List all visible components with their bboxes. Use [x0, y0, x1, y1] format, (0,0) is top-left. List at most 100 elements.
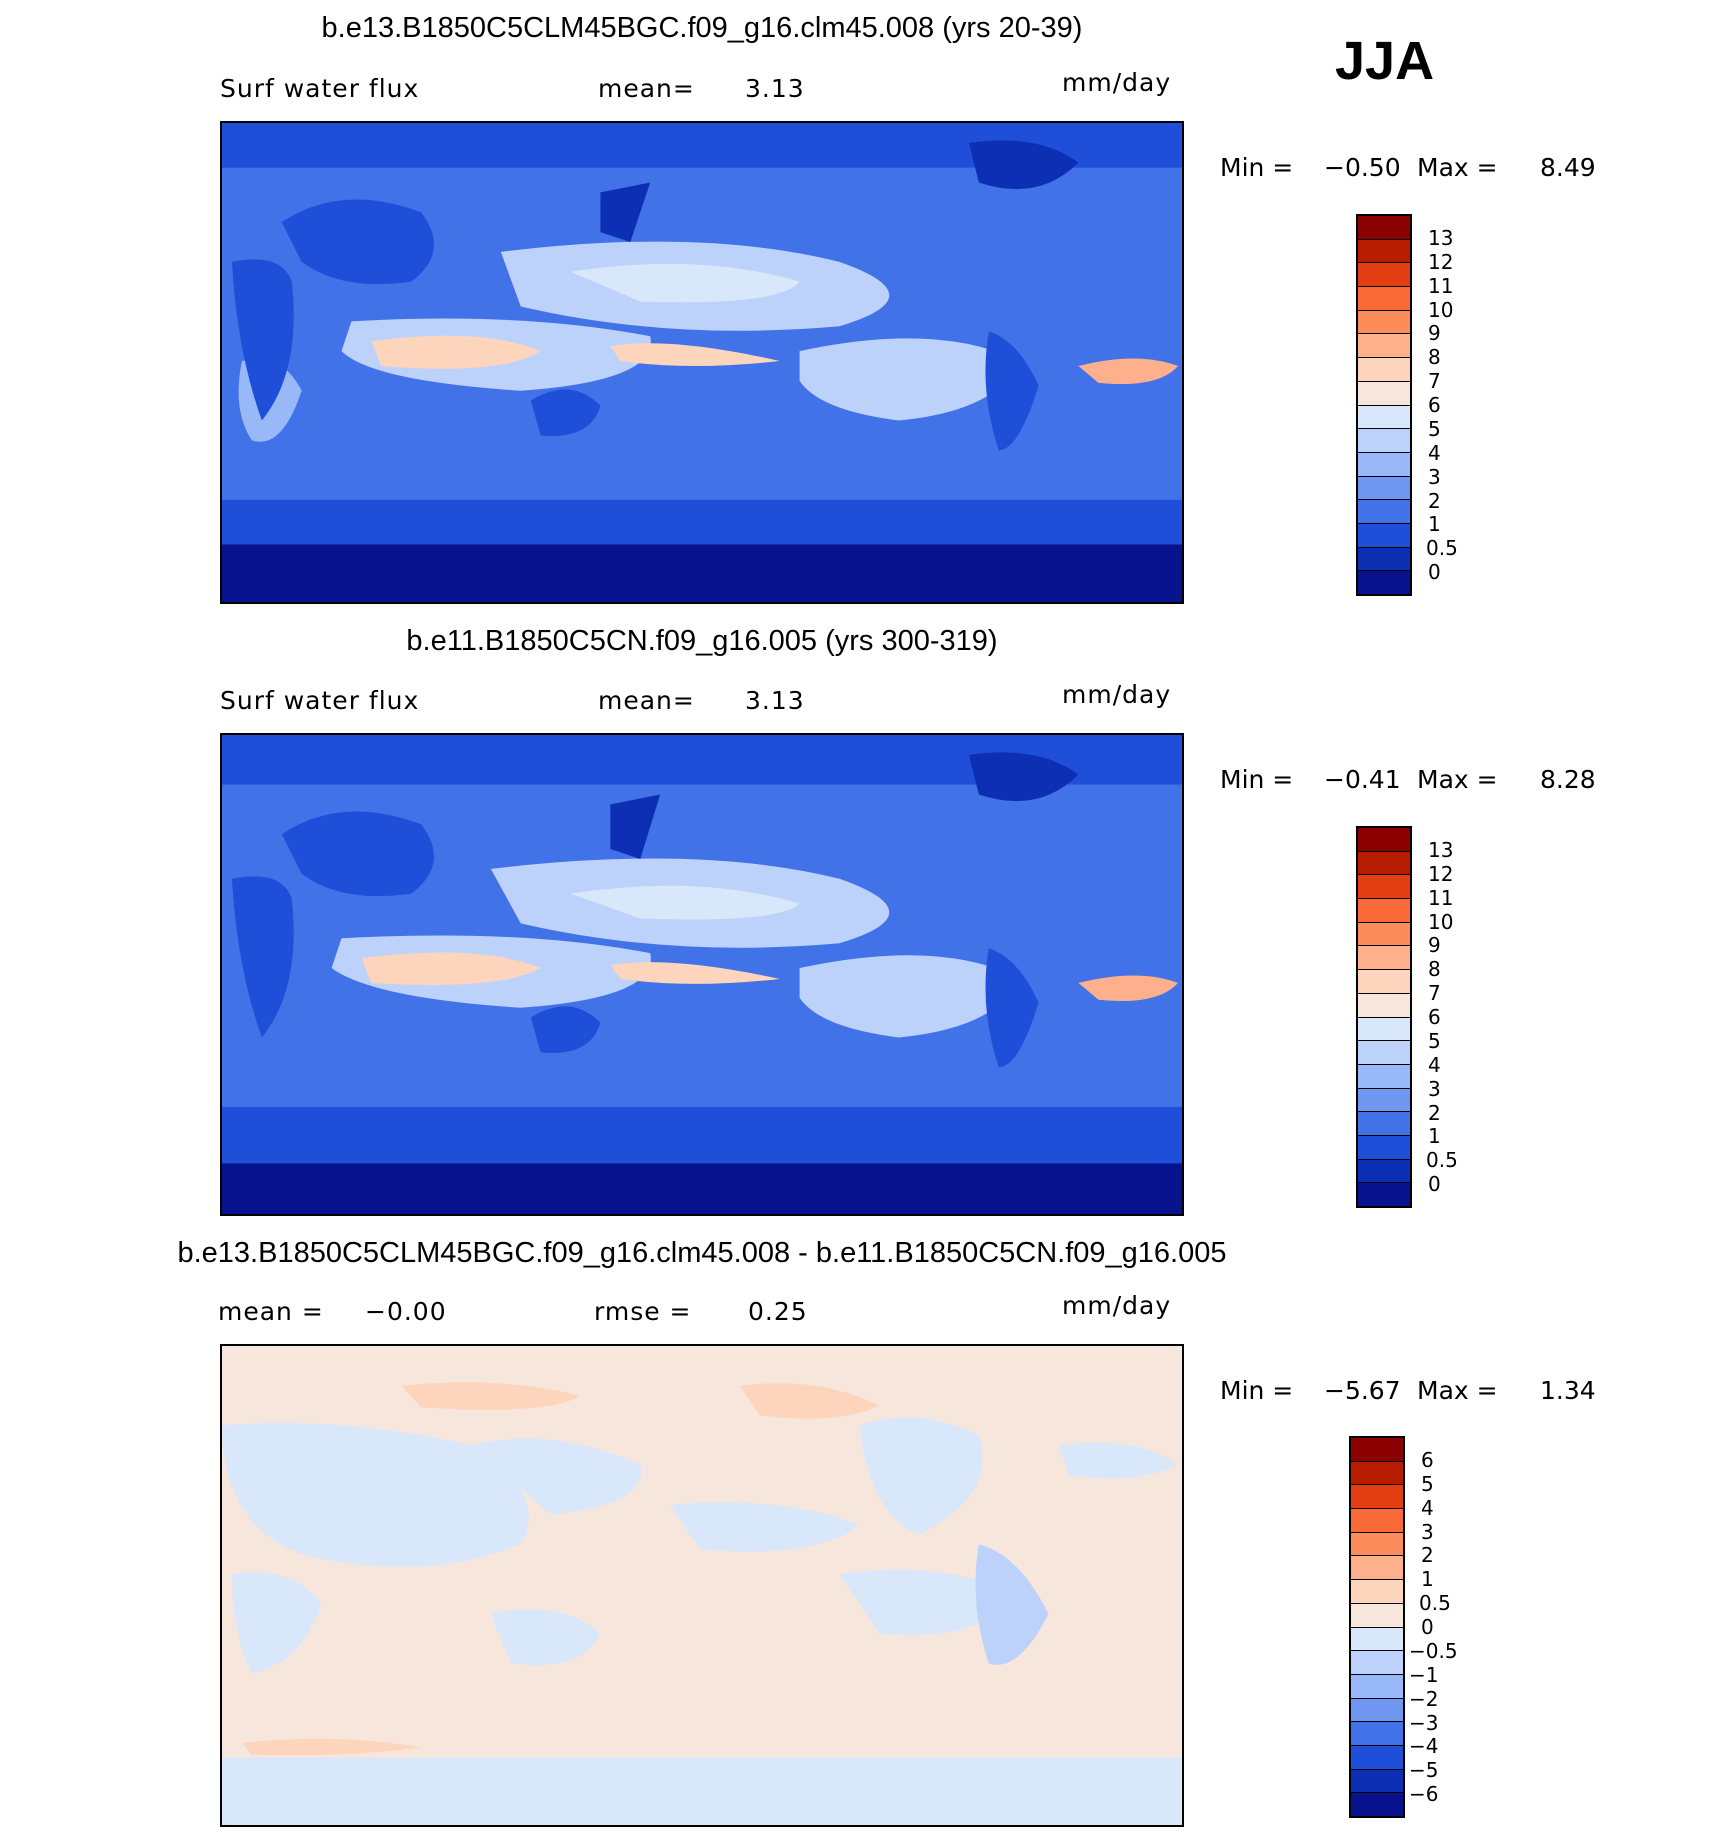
- colorbar-level-label: −5: [1409, 1758, 1439, 1783]
- panel3-max-label: Max =: [1417, 1376, 1498, 1405]
- colorbar-swatch: [1358, 1183, 1410, 1206]
- colorbar-swatch: [1358, 287, 1410, 311]
- colorbar-swatch: [1358, 1112, 1410, 1136]
- panel2-variable: Surf water flux: [220, 686, 420, 715]
- colorbar-swatch: [1358, 216, 1410, 240]
- colorbar-level-label: 3: [1428, 1076, 1441, 1101]
- colorbar-level-label: 0.5: [1426, 1148, 1458, 1173]
- panel2-min-value: −0.41: [1324, 765, 1401, 794]
- colorbar-swatch: [1351, 1769, 1403, 1794]
- colorbar-swatch: [1351, 1438, 1403, 1462]
- panel2-max-label: Max =: [1417, 765, 1498, 794]
- colorbar-swatch: [1358, 452, 1410, 477]
- colorbar-swatch: [1358, 263, 1410, 288]
- colorbar-swatch: [1358, 970, 1410, 994]
- colorbar-swatch: [1358, 875, 1410, 900]
- colorbar-level-label: 10: [1428, 297, 1454, 322]
- panel3-units: mm/day: [1062, 1291, 1172, 1320]
- colorbar-level-label: 5: [1428, 416, 1441, 441]
- colorbar-level-label: 0.5: [1426, 536, 1458, 561]
- colorbar-swatch: [1351, 1793, 1403, 1816]
- colorbar-level-label: 1: [1428, 1124, 1441, 1149]
- colorbar-swatch: [1358, 358, 1410, 382]
- colorbar-level-label: 0: [1428, 1172, 1441, 1197]
- colorbar-swatch: [1351, 1532, 1403, 1557]
- colorbar-level-label: 12: [1428, 249, 1454, 274]
- colorbar-level-label: 5: [1428, 1028, 1441, 1053]
- colorbar-swatch: [1358, 547, 1410, 572]
- colorbar-swatch: [1351, 1745, 1403, 1770]
- colorbar-swatch: [1358, 1135, 1410, 1160]
- colorbar-swatch: [1358, 476, 1410, 501]
- colorbar-swatch: [1351, 1674, 1403, 1699]
- panel2-max-value: 8.28: [1540, 765, 1596, 794]
- season-label: JJA: [1335, 31, 1435, 91]
- panel1-mean-label: mean=: [598, 74, 695, 103]
- colorbar-level-label: 1: [1428, 512, 1441, 537]
- colorbar-level-label: 10: [1428, 909, 1454, 934]
- panel3-map: [220, 1344, 1184, 1827]
- panel3-title: b.e13.B1850C5CLM45BGC.f09_g16.clm45.008 …: [177, 1237, 1227, 1269]
- colorbar-level-label: −6: [1409, 1782, 1439, 1807]
- colorbar-level-label: 6: [1428, 1005, 1441, 1029]
- panel2-mean-label: mean=: [598, 686, 695, 715]
- colorbar-level-label: 2: [1428, 1100, 1441, 1125]
- colorbar-level-label: 11: [1428, 885, 1454, 910]
- colorbar-swatch: [1358, 828, 1410, 852]
- colorbar-swatch: [1358, 993, 1410, 1018]
- panel1-mean-value: 3.13: [745, 74, 805, 103]
- colorbar-swatch: [1358, 523, 1410, 548]
- colorbar-level-label: 3: [1421, 1519, 1434, 1544]
- colorbar-swatch: [1358, 1159, 1410, 1184]
- panel2-colorbar: [1356, 826, 1412, 1208]
- panel2-mean-value: 3.13: [745, 686, 805, 715]
- colorbar-level-label: 5: [1421, 1471, 1434, 1496]
- colorbar-level-label: −2: [1409, 1686, 1439, 1711]
- panel3-mean-label: mean =: [218, 1297, 324, 1326]
- colorbar-swatch: [1358, 1064, 1410, 1089]
- colorbar-swatch: [1351, 1651, 1403, 1675]
- colorbar-swatch: [1358, 405, 1410, 430]
- colorbar-swatch: [1351, 1603, 1403, 1628]
- panel1-colorbar: [1356, 214, 1412, 596]
- colorbar-swatch: [1358, 429, 1410, 453]
- colorbar-level-label: −0.5: [1409, 1638, 1458, 1663]
- colorbar-swatch: [1358, 500, 1410, 524]
- panel1-title: b.e13.B1850C5CLM45BGC.f09_g16.clm45.008 …: [321, 12, 1083, 44]
- panel1-map: [220, 121, 1184, 604]
- colorbar-level-label: 13: [1428, 225, 1454, 250]
- panel1-max-value: 8.49: [1540, 153, 1596, 182]
- panel3-min-label: Min =: [1220, 1376, 1294, 1405]
- colorbar-swatch: [1351, 1627, 1403, 1652]
- colorbar-level-label: 11: [1428, 273, 1454, 298]
- colorbar-swatch: [1358, 1017, 1410, 1042]
- colorbar-swatch: [1358, 310, 1410, 335]
- panel1-max-label: Max =: [1417, 153, 1498, 182]
- panel1-units: mm/day: [1062, 68, 1172, 97]
- panel1-min-label: Min =: [1220, 153, 1294, 182]
- panel3-max-value: 1.34: [1540, 1376, 1596, 1405]
- colorbar-swatch: [1351, 1580, 1403, 1604]
- colorbar-level-label: 4: [1428, 1052, 1441, 1077]
- panel1-min-value: −0.50: [1324, 153, 1401, 182]
- colorbar-level-label: 6: [1428, 393, 1441, 417]
- colorbar-level-label: −1: [1409, 1662, 1439, 1687]
- panel2-title: b.e11.B1850C5CN.f09_g16.005 (yrs 300-319…: [406, 625, 998, 657]
- colorbar-level-label: 9: [1428, 933, 1441, 958]
- colorbar-swatch: [1358, 851, 1410, 876]
- panel2-map: [220, 733, 1184, 1216]
- panel3-mean-value: −0.00: [365, 1297, 447, 1326]
- colorbar-swatch: [1358, 571, 1410, 594]
- colorbar-swatch: [1351, 1722, 1403, 1746]
- colorbar-swatch: [1358, 1041, 1410, 1065]
- panel3-min-value: −5.67: [1324, 1376, 1401, 1405]
- colorbar-level-label: 4: [1428, 440, 1441, 465]
- panel3-rmse-value: 0.25: [748, 1297, 808, 1326]
- colorbar-swatch: [1358, 946, 1410, 971]
- colorbar-swatch: [1358, 239, 1410, 264]
- colorbar-swatch: [1358, 922, 1410, 947]
- panel1-variable: Surf water flux: [220, 74, 420, 103]
- colorbar-level-label: 6: [1421, 1447, 1434, 1472]
- colorbar-swatch: [1351, 1509, 1403, 1533]
- colorbar-swatch: [1351, 1556, 1403, 1581]
